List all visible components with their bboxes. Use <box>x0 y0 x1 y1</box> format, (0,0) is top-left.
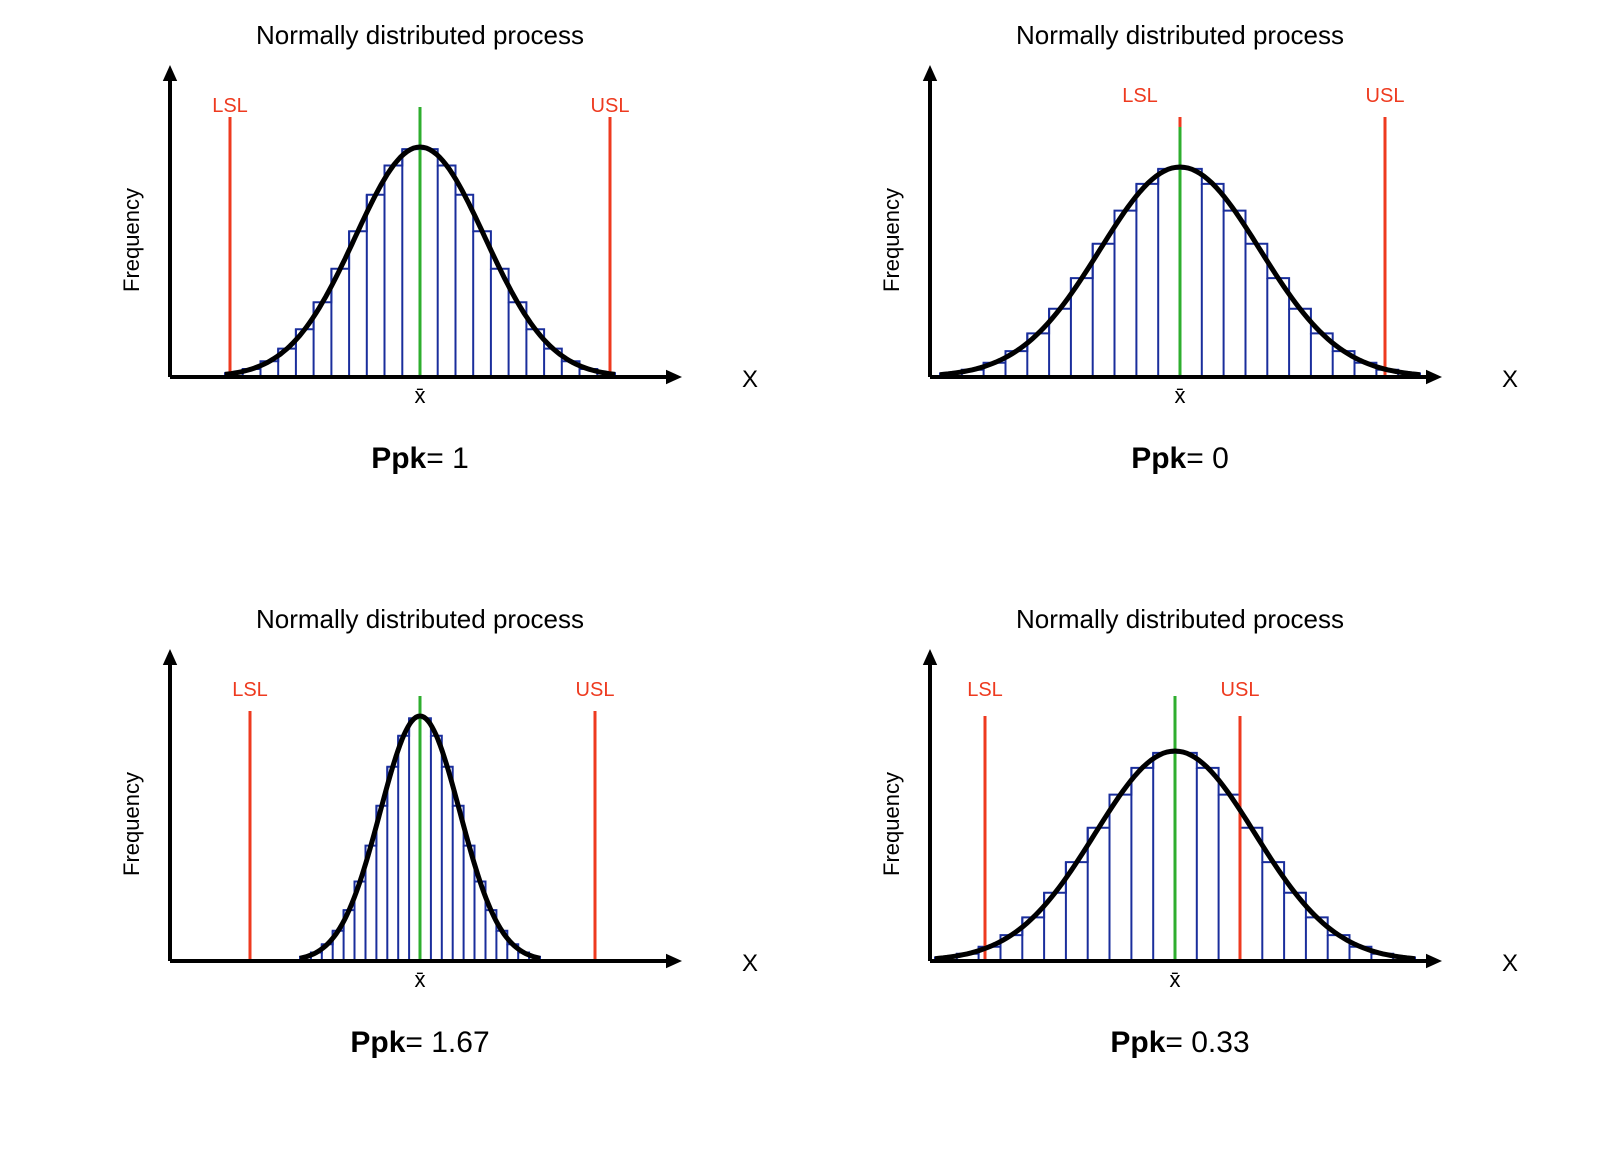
ppk-value: 0.33 <box>1191 1026 1249 1059</box>
ppk-caption: Ppk= 1 <box>371 442 469 476</box>
usl-label: USL <box>1221 679 1260 701</box>
spec-labels: LSL USL <box>967 679 1259 701</box>
ppk-value: 0 <box>1212 442 1229 475</box>
distribution-chart: LSL USL x̄ <box>110 57 730 417</box>
chart-wrap: Frequency X LSLUSL x̄ <box>870 57 1490 422</box>
chart-panel: Normally distributed process Frequency X… <box>820 604 1540 1128</box>
y-axis-label: Frequency <box>879 188 905 292</box>
ppk-prefix: Ppk <box>1131 442 1186 475</box>
ppk-prefix: Ppk <box>1110 1026 1165 1059</box>
ppk-prefix: Ppk <box>350 1026 405 1059</box>
spec-lines <box>250 711 595 961</box>
y-axis-label: Frequency <box>119 188 145 292</box>
chart-wrap: Frequency X LSLUSL x̄ <box>110 641 730 1006</box>
ppk-prefix: Ppk <box>371 442 426 475</box>
usl-label: USL <box>591 95 630 117</box>
distribution-chart: LSL USL x̄ <box>110 641 730 1001</box>
xbar-label: x̄ <box>415 967 426 992</box>
lsl-label: LSL <box>967 679 1003 701</box>
spec-labels: LSL USL <box>1122 85 1404 107</box>
ppk-caption: Ppk= 0 <box>1131 442 1229 476</box>
chart-panel: Normally distributed process Frequency X… <box>820 20 1540 544</box>
chart-wrap: Frequency X LSLUSL x̄ <box>110 57 730 422</box>
x-axis-label: X <box>742 366 758 394</box>
ppk-value: 1.67 <box>431 1026 489 1059</box>
x-axis-label: X <box>1502 366 1518 394</box>
usl-label: USL <box>576 679 615 701</box>
lsl-label: LSL <box>1122 85 1158 107</box>
ppk-caption: Ppk= 0.33 <box>1110 1026 1249 1060</box>
chart-grid: Normally distributed process Frequency X… <box>0 0 1600 1168</box>
y-axis-label: Frequency <box>879 772 905 876</box>
lsl-label: LSL <box>212 95 248 117</box>
x-axis-label: X <box>742 950 758 978</box>
x-axis-label: X <box>1502 950 1518 978</box>
chart-panel: Normally distributed process Frequency X… <box>60 604 780 1128</box>
panel-title: Normally distributed process <box>1016 604 1344 635</box>
page: Normally distributed process Frequency X… <box>0 0 1600 1168</box>
y-axis-label: Frequency <box>119 772 145 876</box>
xbar-label: x̄ <box>1175 383 1186 408</box>
xbar-label: x̄ <box>1170 967 1181 992</box>
panel-title: Normally distributed process <box>1016 20 1344 51</box>
panel-title: Normally distributed process <box>256 20 584 51</box>
spec-labels: LSL USL <box>232 679 614 701</box>
ppk-equals: = <box>405 1026 431 1059</box>
chart-wrap: Frequency X LSLUSL x̄ <box>870 641 1490 1006</box>
axes <box>923 65 1442 384</box>
ppk-equals: = <box>1186 442 1212 475</box>
xbar-label: x̄ <box>415 383 426 408</box>
panel-title: Normally distributed process <box>256 604 584 635</box>
usl-label: USL <box>1366 85 1405 107</box>
ppk-equals: = <box>426 442 452 475</box>
spec-lines <box>1180 117 1385 377</box>
distribution-chart: LSL USL x̄ <box>870 57 1490 417</box>
ppk-caption: Ppk= 1.67 <box>350 1026 489 1060</box>
ppk-equals: = <box>1165 1026 1191 1059</box>
ppk-value: 1 <box>452 442 469 475</box>
lsl-label: LSL <box>232 679 268 701</box>
chart-panel: Normally distributed process Frequency X… <box>60 20 780 544</box>
distribution-chart: LSL USL x̄ <box>870 641 1490 1001</box>
